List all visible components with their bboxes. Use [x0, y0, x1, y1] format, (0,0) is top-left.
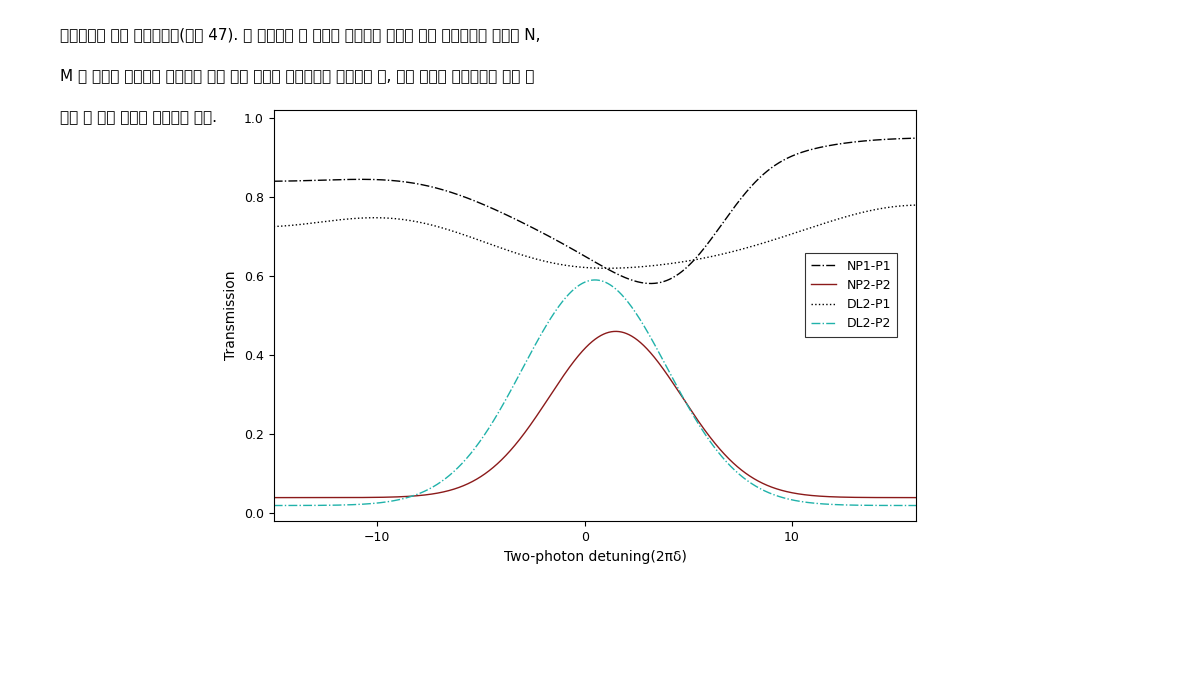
Legend: NP1-P1, NP2-P2, DL2-P1, DL2-P2: NP1-P1, NP2-P2, DL2-P1, DL2-P2: [806, 253, 897, 337]
NP1-P1: [580, 253, 594, 261]
NP2-P2: [562, 364, 576, 372]
NP2-P2: [608, 327, 622, 335]
X-axis label: Two-photon detuning(2πδ): Two-photon detuning(2πδ): [503, 549, 687, 564]
DL2-P1: [772, 234, 787, 242]
Line: NP1-P1: NP1-P1: [274, 138, 916, 283]
NP1-P1: [890, 134, 904, 143]
NP2-P2: [890, 493, 904, 501]
NP2-P2: [267, 493, 281, 501]
NP2-P2: [909, 493, 923, 501]
DL2-P2: [562, 289, 576, 298]
NP2-P2: [580, 343, 594, 351]
DL2-P1: [909, 201, 923, 209]
Y-axis label: Transmission: Transmission: [225, 271, 238, 360]
DL2-P2: [588, 276, 602, 284]
Text: 복할 수 있을 것으로 예상하고 있다.: 복할 수 있을 것으로 예상하고 있다.: [60, 110, 217, 125]
NP1-P1: [267, 177, 281, 185]
NP1-P1: [909, 134, 923, 142]
Line: NP2-P2: NP2-P2: [274, 331, 916, 497]
DL2-P2: [890, 501, 904, 510]
DL2-P1: [890, 202, 904, 211]
Line: DL2-P1: DL2-P1: [274, 205, 916, 268]
NP1-P1: [562, 243, 576, 251]
DL2-P2: [300, 501, 314, 510]
DL2-P2: [580, 278, 594, 286]
DL2-P1: [580, 263, 594, 272]
DL2-P2: [267, 501, 281, 510]
DL2-P2: [909, 501, 923, 510]
DL2-P1: [891, 202, 906, 211]
DL2-P1: [267, 222, 281, 230]
Line: DL2-P2: DL2-P2: [274, 280, 916, 506]
NP2-P2: [891, 493, 906, 501]
DL2-P1: [600, 264, 614, 272]
DL2-P2: [772, 493, 787, 501]
Text: 발생한다는 것을 확인하았다(그림 47). 본 연구진은 이 결과를 바탕으로 그동안 교차 위상변조에 사용된 N,: 발생한다는 것을 확인하았다(그림 47). 본 연구진은 이 결과를 바탕으로…: [60, 27, 540, 43]
DL2-P2: [891, 501, 906, 510]
DL2-P1: [300, 220, 314, 228]
NP2-P2: [772, 486, 787, 494]
NP1-P1: [300, 176, 314, 185]
NP1-P1: [772, 158, 787, 166]
NP2-P2: [300, 493, 314, 501]
NP1-P1: [644, 279, 658, 287]
DL2-P1: [562, 261, 576, 270]
NP1-P1: [891, 134, 906, 143]
Text: M 형 구조의 단점으로 지적되는 약한 광을 사용한 위상변조가 힘들다는 점, 실험 구조가 복잡하다는 점을 극: M 형 구조의 단점으로 지적되는 약한 광을 사용한 위상변조가 힘들다는 점…: [60, 69, 534, 84]
